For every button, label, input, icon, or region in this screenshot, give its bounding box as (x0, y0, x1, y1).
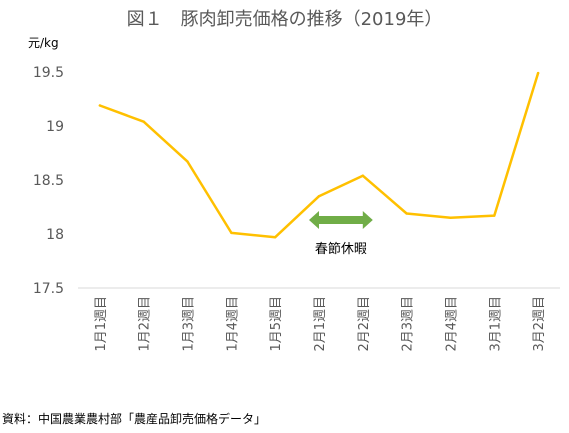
y-tick-label: 19 (46, 119, 64, 135)
data-point (273, 236, 277, 239)
y-tick-label: 18 (46, 227, 64, 243)
x-tick-label: 1月4週目 (225, 296, 240, 352)
x-tick-label: 2月1週目 (313, 296, 328, 352)
x-tick-label: 2月3週目 (401, 296, 416, 352)
holiday-label: 春節休暇 (315, 242, 367, 257)
x-tick-label: 2月4週目 (444, 296, 459, 352)
x-tick-label: 3月2週目 (532, 296, 547, 352)
y-tick-label: 18.5 (33, 173, 64, 189)
data-point (361, 174, 365, 177)
data-point (449, 216, 452, 219)
data-point (230, 231, 233, 235)
data-point (405, 212, 408, 215)
data-point (142, 120, 145, 123)
x-tick-label: 1月3週目 (182, 296, 197, 352)
x-tick-label: 1月2週目 (138, 296, 153, 352)
x-tick-label: 1月1週目 (94, 296, 109, 352)
y-tick-label: 19.5 (33, 65, 64, 81)
chart-title: 図１ 豚肉卸売価格の推移（2019年） (126, 9, 443, 30)
x-tick-label: 3月1週目 (488, 296, 503, 352)
holiday-arrow (309, 211, 373, 229)
data-point (317, 195, 321, 198)
data-point (98, 104, 102, 107)
data-point (493, 214, 496, 217)
x-tick-label: 1月5週目 (269, 296, 284, 352)
data-point (186, 160, 189, 163)
source-note: 資料：中国農業農村部「農産品卸売価格データ」 (2, 412, 267, 426)
x-tick-label: 2月2週目 (357, 296, 372, 352)
data-point (536, 71, 540, 75)
y-tick-label: 17.5 (33, 281, 64, 297)
y-axis-unit-label: 元/kg (28, 36, 59, 50)
